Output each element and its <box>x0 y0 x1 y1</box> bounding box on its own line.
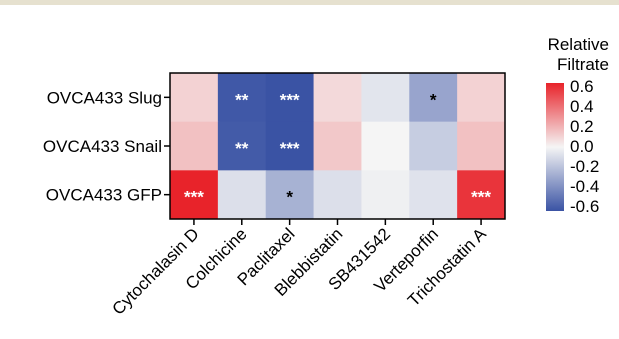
column-labels: Cytochalasin DColchicinePaclitaxelBlebbi… <box>108 219 490 319</box>
heatmap-cell <box>170 170 219 220</box>
heatmap-cell <box>265 121 315 171</box>
legend-tick-label: 0.4 <box>570 97 594 116</box>
legend-tick-label: 0.0 <box>570 137 594 156</box>
legend-tick-label: 0.6 <box>570 77 594 96</box>
top-border <box>0 0 619 5</box>
significance-mark: * <box>430 90 437 109</box>
legend-tick-label: -0.6 <box>570 197 599 216</box>
heatmap-cell <box>409 170 458 220</box>
legend-tick-label: 0.2 <box>570 117 594 136</box>
row-label: OVCA433 GFP <box>46 186 162 205</box>
heatmap-cell <box>265 73 315 123</box>
heatmap-cell <box>313 170 362 220</box>
significance-mark: *** <box>471 188 491 207</box>
significance-mark: *** <box>280 139 300 158</box>
heatmap-cell <box>217 73 267 123</box>
legend-title-line2: Filtrate <box>557 55 609 74</box>
heatmap-cell <box>361 121 410 171</box>
row-label: OVCA433 Slug <box>47 88 162 107</box>
heatmap-cells <box>170 73 506 220</box>
heatmap-cell <box>217 170 267 220</box>
legend-tick-label: -0.2 <box>570 157 599 176</box>
significance-mark: ** <box>235 90 249 109</box>
heatmap-cell <box>170 73 219 123</box>
heatmap-cell <box>457 73 506 123</box>
heatmap-cell <box>361 170 410 220</box>
column-label: Cytochalasin D <box>108 224 202 318</box>
heatmap-cell <box>170 121 219 171</box>
significance-mark: *** <box>184 188 204 207</box>
heatmap-cell <box>265 170 315 220</box>
heatmap-cell <box>409 121 458 171</box>
heatmap-cell <box>361 73 410 123</box>
significance-mark: ** <box>235 139 249 158</box>
heatmap-cell <box>313 73 362 123</box>
significance-mark: * <box>286 188 293 207</box>
legend-colorbar <box>546 83 564 211</box>
heatmap-cell <box>217 121 267 171</box>
legend-title-line1: Relative <box>548 35 609 54</box>
heatmap-cell <box>457 121 506 171</box>
significance-marks: ** *** *** ****** * *** <box>184 90 491 206</box>
legend-ticks: 0.60.40.20.0-0.2-0.4-0.6 <box>570 77 599 216</box>
color-legend: Relative Filtrate 0.60.40.20.0-0.2-0.4-0… <box>546 35 609 216</box>
row-label: OVCA433 Snail <box>43 137 162 156</box>
heatmap-cell <box>313 121 362 171</box>
significance-mark: *** <box>280 90 300 109</box>
heatmap-cell <box>457 170 506 220</box>
row-labels: OVCA433 Slug OVCA433 Snail OVCA433 GFP <box>43 88 170 205</box>
heatmap-border <box>169 72 506 220</box>
legend-tick-label: -0.4 <box>570 177 599 196</box>
heatmap-cell <box>409 73 458 123</box>
